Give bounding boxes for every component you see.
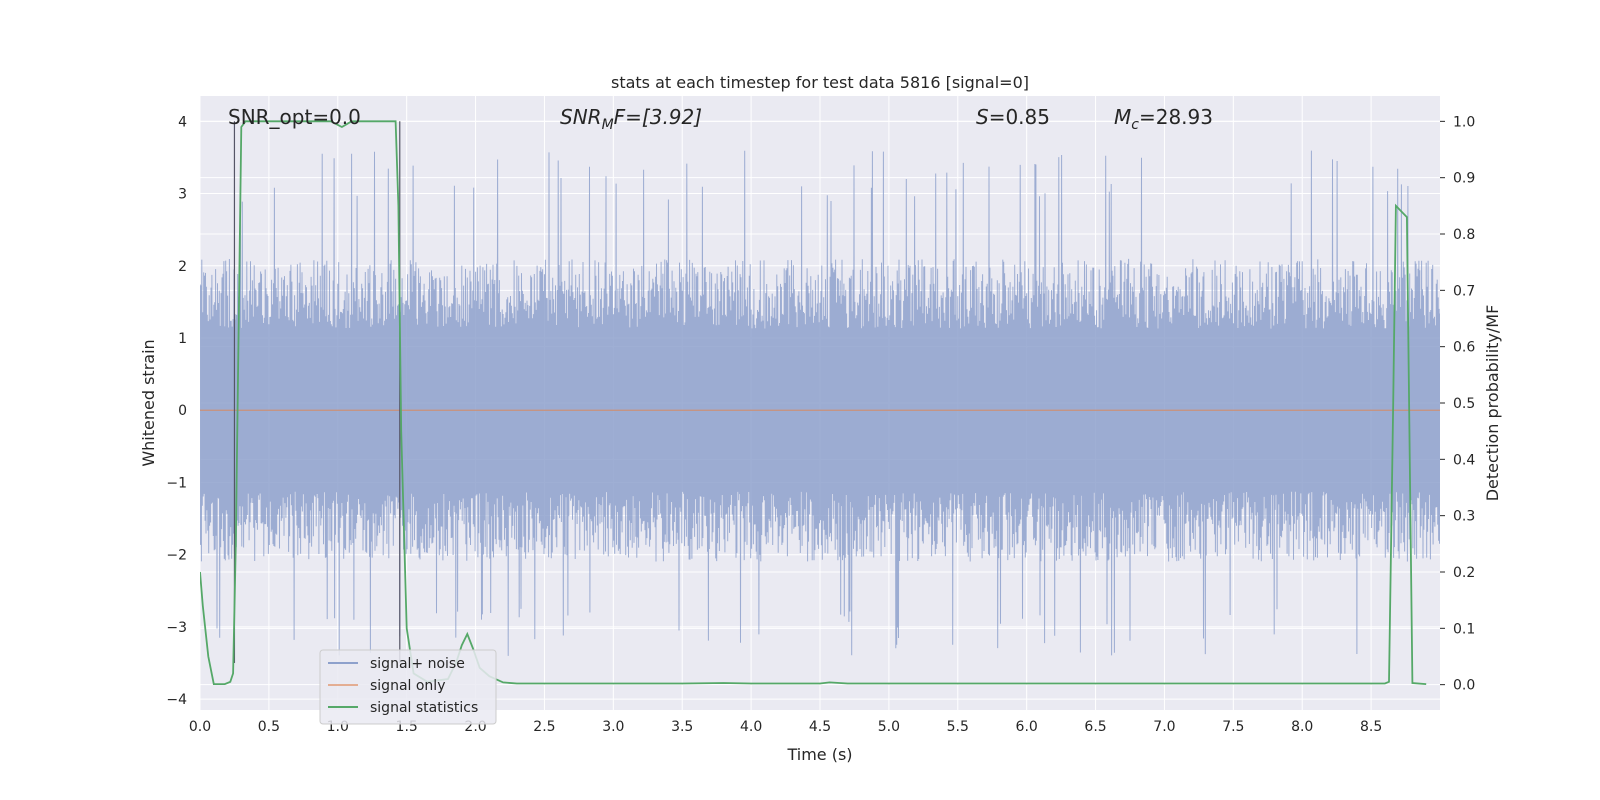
y-right-tick-label: 0.7 xyxy=(1453,283,1475,299)
statistics-line xyxy=(200,120,1427,685)
series-signal-noise xyxy=(200,150,1440,656)
y-axis-ticks-right: 1.0 0.9 0.8 0.7 0.6 0.5 0.4 0.3 0.2 0.1 0.0 xyxy=(1440,114,1475,694)
annotation-s: S=0.85 xyxy=(976,105,1050,129)
x-tick-label: 5.0 xyxy=(878,719,900,735)
legend: signal+ noise signal only signal statist… xyxy=(319,649,497,725)
x-tick-label: 8.0 xyxy=(1291,719,1313,735)
series-signal-statistics xyxy=(200,120,1427,685)
y-tick-label: 2 xyxy=(178,259,187,275)
y-axis-label-left: Whitened strain xyxy=(139,339,158,466)
y-right-tick-label: 0.1 xyxy=(1453,621,1475,637)
y-right-tick-label: 0.8 xyxy=(1453,227,1475,243)
legend-label-signal: signal only xyxy=(370,678,445,694)
y-right-tick-label: 0.4 xyxy=(1453,452,1475,468)
annotation-snr-mf: SNRMF=[3.92] xyxy=(560,105,702,133)
y-tick-label: 4 xyxy=(178,114,187,130)
x-tick-label: 7.5 xyxy=(1222,719,1244,735)
legend-label-noise: signal+ noise xyxy=(370,656,465,672)
y-right-tick-label: 0.6 xyxy=(1453,340,1475,356)
y-tick-label: −4 xyxy=(166,692,187,708)
y-right-tick-label: 1.0 xyxy=(1453,114,1475,130)
x-tick-label: 3.0 xyxy=(602,719,624,735)
y-tick-label: −3 xyxy=(166,620,187,636)
y-tick-label: −1 xyxy=(166,475,187,491)
x-tick-label: 8.5 xyxy=(1360,719,1382,735)
y-right-tick-label: 0.0 xyxy=(1453,678,1475,694)
y-tick-label: 1 xyxy=(178,331,187,347)
annotation-snr-opt: SNR_opt=0.0 xyxy=(228,105,361,129)
y-axis-ticks-left: 4 3 2 1 0 −1 −2 −3 −4 xyxy=(166,114,187,708)
legend-label-stats: signal statistics xyxy=(370,700,478,716)
y-right-tick-label: 0.5 xyxy=(1453,396,1475,412)
y-tick-label: 0 xyxy=(178,403,187,419)
y-right-tick-label: 0.3 xyxy=(1453,509,1475,525)
y-tick-label: −2 xyxy=(166,548,187,564)
noise-trace xyxy=(200,150,1440,656)
y-right-tick-label: 0.9 xyxy=(1453,171,1475,187)
x-axis-ticks: 0.0 0.5 1.0 1.5 2.0 2.5 3.0 3.5 4.0 4.5 5.0 5.5 6.0 6… xyxy=(189,719,1382,735)
x-tick-label: 2.5 xyxy=(533,719,555,735)
legend-box xyxy=(319,649,497,725)
annotation-mc: Mc=28.93 xyxy=(1114,105,1213,133)
x-tick-label: 4.5 xyxy=(809,719,831,735)
y-right-tick-label: 0.2 xyxy=(1453,565,1475,581)
y-tick-label: 3 xyxy=(178,187,187,203)
x-tick-label: 0.5 xyxy=(258,719,280,735)
x-tick-label: 6.5 xyxy=(1084,719,1106,735)
x-tick-label: 3.5 xyxy=(671,719,693,735)
x-axis-label: Time (s) xyxy=(786,745,852,764)
x-tick-label: 6.0 xyxy=(1016,719,1038,735)
x-tick-label: 5.5 xyxy=(947,719,969,735)
y-axis-label-right: Detection probability/MF xyxy=(1483,305,1502,502)
x-tick-label: 0.0 xyxy=(189,719,211,735)
x-tick-label: 4.0 xyxy=(740,719,762,735)
x-tick-label: 7.0 xyxy=(1153,719,1175,735)
chart-title: stats at each timestep for test data 581… xyxy=(611,73,1029,92)
